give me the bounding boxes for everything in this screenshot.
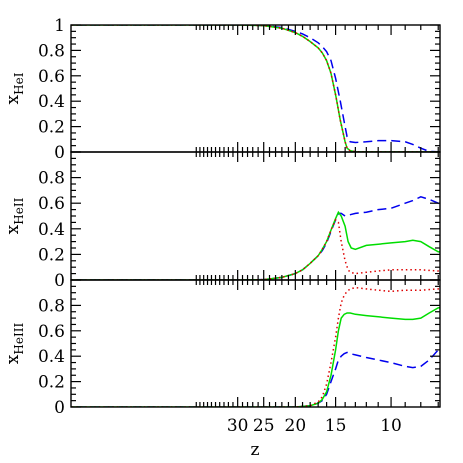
x-tick-label: 15 (325, 416, 347, 436)
series-line-solid (71, 25, 440, 152)
y-tick-label: 1 (54, 16, 65, 36)
series-line-dashed (71, 348, 440, 407)
y-tick-label: 0.2 (38, 373, 65, 393)
y-tick-label: 0.2 (38, 245, 65, 265)
y-tick-label: 0 (54, 143, 65, 163)
y-tick-label: 0.6 (38, 322, 65, 342)
y-tick-label: 0.4 (38, 92, 65, 112)
x-tick-label: 10 (380, 416, 402, 436)
y-tick-label: 0.8 (38, 41, 65, 61)
y-axis-label: xHeII (3, 197, 26, 234)
y-tick-label: 0.2 (38, 118, 65, 138)
panel-3: 00.20.40.60.8xHeIII30252015105 (3, 279, 441, 436)
y-tick-label: 0.8 (38, 296, 65, 316)
panel-frame (70, 279, 441, 408)
panel-frame (70, 24, 441, 153)
series-line-dashed (71, 195, 440, 280)
y-tick-label: 0.4 (38, 347, 65, 367)
panel-1: 0 0.2 0.4 0.6 0.8 1 xHeI (3, 16, 441, 163)
x-tick-label: 30 (227, 416, 249, 436)
x-tick-label: 25 (253, 416, 275, 436)
panel-frame (70, 151, 441, 281)
y-tick-label: 0 (54, 271, 65, 291)
series-line-solid (71, 306, 440, 407)
series-line-dashed (71, 25, 440, 152)
y-tick-label: 0.6 (38, 194, 65, 214)
panel-2: 0 0.2 0.4 0.6 0.8 xHeII (3, 151, 441, 291)
y-tick-label: 0.6 (38, 67, 65, 87)
x-axis-label: z (251, 440, 260, 460)
y-tick-label: 0.4 (38, 220, 65, 240)
y-axis-label: xHeIII (3, 323, 26, 365)
y-tick-label: 0 (54, 398, 65, 418)
series-line-dotted (71, 218, 440, 280)
y-axis-label: xHeI (3, 72, 26, 104)
x-tick-label: 20 (285, 416, 307, 436)
series-line-dotted (71, 286, 440, 407)
y-tick-label: 0.8 (38, 169, 65, 189)
series-line-dotted (71, 25, 440, 152)
series-line-solid (71, 210, 440, 280)
